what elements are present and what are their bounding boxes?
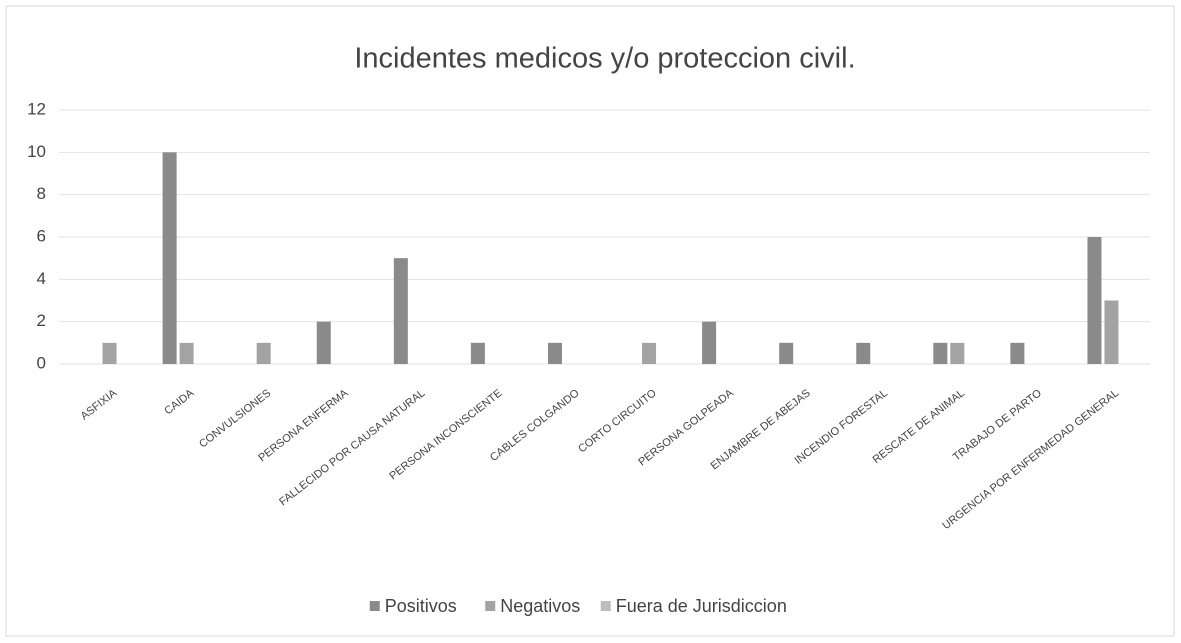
bar	[702, 321, 717, 364]
legend-swatch	[600, 601, 611, 611]
y-tick-label: 4	[37, 269, 46, 288]
bar	[779, 342, 794, 364]
bar	[547, 342, 562, 364]
legend-label: Negativos	[500, 596, 580, 616]
legend-label: Positivos	[385, 596, 457, 616]
chart-frame	[5, 5, 1175, 637]
y-tick-label: 12	[27, 99, 46, 118]
bar	[1104, 300, 1119, 364]
y-tick-label: 8	[37, 184, 46, 203]
bar	[470, 342, 485, 364]
legend-swatch	[485, 601, 496, 611]
bar	[856, 342, 871, 364]
y-tick-label: 2	[37, 311, 46, 330]
chart-title: Incidentes medicos y/o proteccion civil.	[354, 43, 855, 75]
bar	[316, 321, 331, 364]
bar	[1087, 237, 1102, 364]
bar	[393, 258, 408, 364]
legend-swatch	[369, 601, 380, 611]
bar	[950, 342, 965, 364]
bar	[102, 342, 117, 364]
legend-label: Fuera de Jurisdiccion	[616, 596, 787, 616]
bar	[256, 342, 271, 364]
bar	[642, 342, 657, 364]
bar	[1010, 342, 1025, 364]
y-tick-label: 6	[37, 226, 46, 245]
bar	[179, 342, 194, 364]
y-tick-label: 10	[27, 142, 46, 161]
bar	[162, 152, 177, 364]
bar	[933, 342, 948, 364]
y-tick-label: 0	[37, 353, 46, 372]
